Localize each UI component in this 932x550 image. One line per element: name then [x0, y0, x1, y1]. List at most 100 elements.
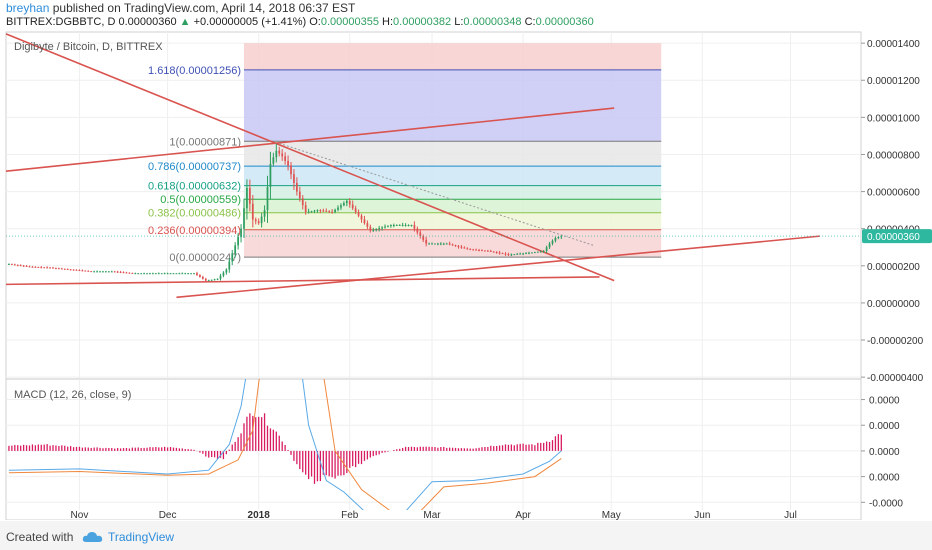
candle-body [498, 252, 501, 254]
x-tick-label: May [602, 510, 621, 520]
price-change: +0.00000005 (+1.41%) [193, 16, 307, 28]
y-tick-label: 0.00001200 [867, 76, 920, 87]
candle-body [525, 253, 527, 255]
candle-body [287, 160, 289, 166]
candle-body [410, 224, 413, 226]
candle-body [234, 245, 237, 254]
price-axis[interactable]: 0.00001400 0.00001200 0.00001000 0.00000800… [6, 39, 932, 384]
fib-level-label: 0(0.00000247) [169, 252, 241, 264]
macd-title: MACD (12, 26, close, 9) [14, 389, 131, 401]
candle-body [507, 254, 510, 256]
candle-body [369, 226, 372, 231]
candle-body [137, 273, 140, 275]
candle-body [196, 273, 198, 276]
candle-body [536, 251, 539, 253]
candle-body [463, 247, 466, 249]
fib-level-label: 0.5(0.00000559) [160, 194, 241, 206]
candle-body [52, 267, 54, 269]
candle-body [87, 270, 90, 272]
x-tick-label: Nov [71, 510, 89, 520]
trendlines[interactable] [5, 33, 820, 299]
candle-body [102, 271, 104, 273]
candle-body [257, 221, 260, 224]
candle-body [528, 252, 530, 254]
candle-body [481, 250, 483, 252]
candle-body [163, 273, 166, 275]
candle-body [122, 272, 125, 274]
high-label: H: [382, 16, 394, 28]
candle-body [8, 263, 10, 265]
candle-body [290, 165, 292, 175]
price-candles [8, 143, 563, 282]
candle-body [149, 273, 151, 275]
tradingview-link[interactable]: TradingView [108, 530, 175, 544]
candle-body [366, 223, 369, 227]
y-tick-label: 0.0000 [869, 473, 900, 484]
candle-body [284, 156, 287, 161]
fibonacci-retracement[interactable]: 1.618(0.00001256) 1(0.00000871) 0.786(0.00… [148, 43, 662, 264]
time-axis[interactable]: Nov Dec 2018 Feb Mar Apr May Jun Jul [71, 510, 797, 520]
candle-body [425, 239, 428, 244]
candle-body [345, 200, 348, 204]
candle-body [522, 253, 524, 255]
macd-axis[interactable]: 0.0000 0.0000 0.0000 0.0000 -0.0000 [861, 396, 903, 510]
candle-body [40, 267, 43, 269]
y-tick-label: 0.00000600 [867, 188, 920, 199]
candle-body [49, 267, 51, 269]
candle-body [240, 228, 242, 238]
symbol-name: BITTREX:DGBBTC, D [6, 16, 116, 28]
publish-info: breyhan published on TradingView.com, Ap… [6, 1, 355, 15]
candle-body [519, 253, 522, 255]
candle-body [422, 236, 425, 240]
candle-body [513, 254, 516, 256]
y-tick-label: -0.00000200 [867, 336, 924, 347]
candle-body [228, 261, 231, 270]
open-label: O: [309, 16, 321, 28]
fib-band [243, 212, 662, 230]
candle-body [72, 269, 75, 271]
candle-body [110, 271, 113, 273]
candle-body [504, 253, 507, 255]
candle-body [331, 211, 334, 213]
candle-body [533, 252, 536, 254]
candle-body [63, 268, 66, 270]
price-and-macd-chart[interactable]: 1.618(0.00001256) 1(0.00000871) 0.786(0.00… [0, 0, 932, 520]
candle-body [316, 210, 319, 212]
candle-body [489, 250, 492, 252]
candle-body [175, 273, 178, 275]
candle-body [237, 237, 239, 246]
candle-body [131, 272, 134, 274]
candle-body [510, 254, 513, 256]
candle-body [181, 273, 184, 275]
candle-body [460, 246, 463, 248]
candle-body [495, 252, 498, 254]
candle-body [16, 264, 19, 266]
candle-body [469, 249, 472, 251]
candle-body [140, 273, 143, 275]
candle-body [516, 253, 519, 255]
candle-body [381, 227, 383, 229]
candle-body [143, 273, 145, 275]
candle-body [295, 182, 298, 192]
candle-body [84, 270, 87, 272]
candle-body [448, 243, 451, 245]
publish-text: published on TradingView.com, April 14, … [52, 1, 356, 15]
candle-body [395, 224, 398, 226]
publisher-username[interactable]: breyhan [6, 1, 50, 15]
candle-body [222, 272, 225, 276]
macd-line [8, 379, 562, 510]
candle-body [384, 226, 386, 228]
candle-body [542, 250, 545, 252]
candle-body [501, 253, 504, 255]
candle-body [272, 157, 275, 164]
candle-body [78, 270, 81, 272]
candle-body [442, 243, 445, 245]
candle-body [478, 249, 480, 251]
candle-body [328, 211, 331, 213]
candle-body [13, 264, 16, 266]
candle-body [269, 163, 272, 187]
signal-line [8, 379, 562, 510]
candle-body [225, 269, 228, 273]
candle-body [281, 153, 284, 157]
candle-body [322, 210, 325, 212]
